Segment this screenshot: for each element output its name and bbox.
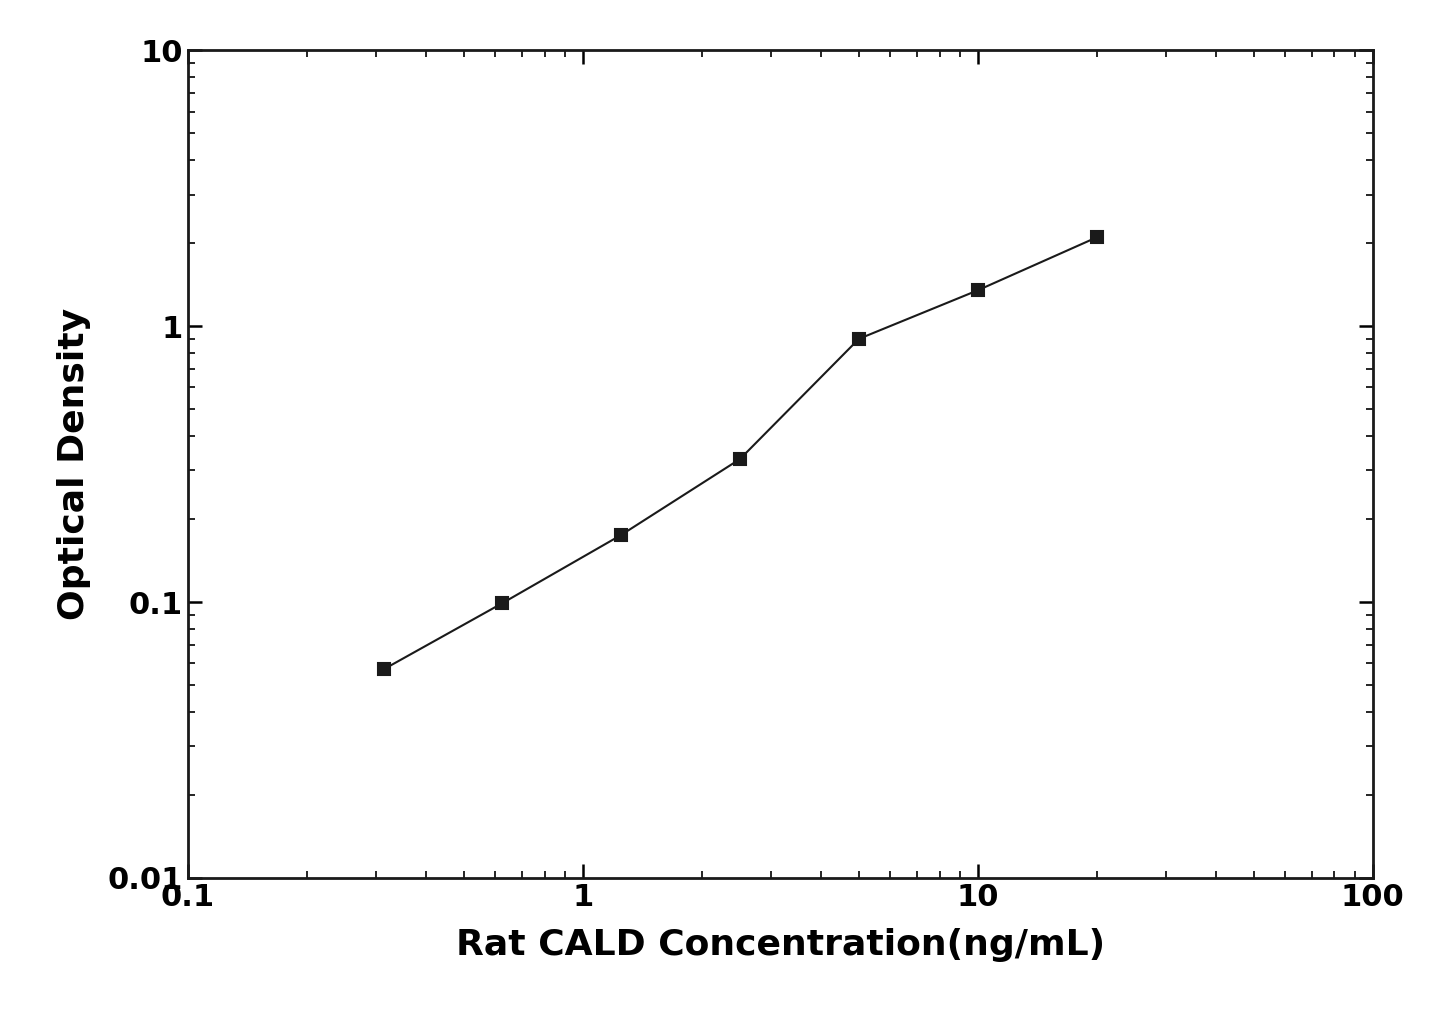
Y-axis label: Optical Density: Optical Density bbox=[56, 308, 91, 621]
X-axis label: Rat CALD Concentration(ng/mL): Rat CALD Concentration(ng/mL) bbox=[455, 928, 1105, 963]
